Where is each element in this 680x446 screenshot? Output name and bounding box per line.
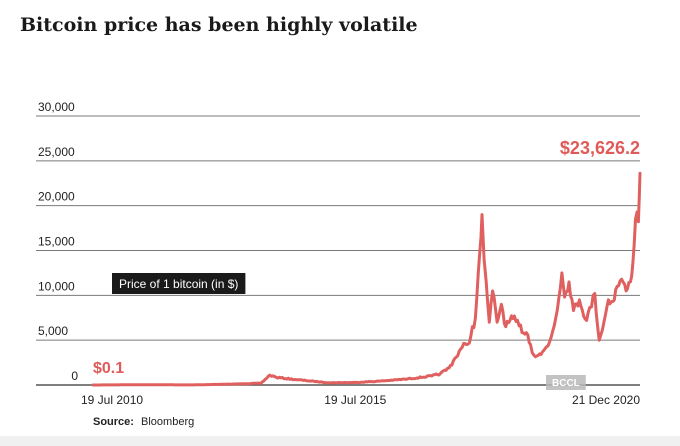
source-name: Bloomberg <box>141 416 194 428</box>
y-tick-label: 5,000 <box>38 324 68 338</box>
gridlines <box>36 115 640 386</box>
y-tick-label: 0 <box>71 369 78 383</box>
watermark-label: BCCL <box>552 378 580 389</box>
x-axis-ticks: 19 Jul 2010 19 Jul 2015 21 Dec 2020 <box>81 393 640 407</box>
watermark: BCCL <box>546 375 586 390</box>
peak-price-annotation: $23,626.2 <box>560 138 640 158</box>
y-tick-label: 10,000 <box>38 279 75 293</box>
x-tick-label: 19 Jul 2015 <box>324 393 386 407</box>
series-line <box>91 171 642 387</box>
y-tick-label: 25,000 <box>38 145 75 159</box>
source-credit: Source: Bloomberg <box>93 416 194 428</box>
watermark-background <box>546 375 586 390</box>
price-series <box>91 171 642 387</box>
source-label: Source: <box>93 416 134 428</box>
y-axis-ticks: 0 5,000 10,000 15,000 20,000 25,000 30,000 <box>38 100 78 383</box>
source-text: Source: Bloomberg <box>93 416 194 428</box>
legend-box: Price of 1 bitcoin (in $) <box>112 273 246 294</box>
start-price-annotation: $0.1 <box>93 360 124 377</box>
y-tick-label: 20,000 <box>38 190 75 204</box>
bitcoin-line-chart: 0 5,000 10,000 15,000 20,000 25,000 30,000 19 … <box>36 100 642 428</box>
x-tick-label: 19 Jul 2010 <box>81 393 143 407</box>
legend-box-label: Price of 1 bitcoin (in $) <box>119 277 238 291</box>
chart-title: Bitcoin price has been highly volatile <box>20 14 418 36</box>
y-tick-label: 15,000 <box>38 235 75 249</box>
legend-box-background <box>112 273 246 294</box>
footer-band <box>0 436 680 446</box>
x-tick-label: 21 Dec 2020 <box>572 393 640 407</box>
annotations: $0.1 $23,626.2 <box>93 138 640 377</box>
y-tick-label: 30,000 <box>38 100 75 114</box>
